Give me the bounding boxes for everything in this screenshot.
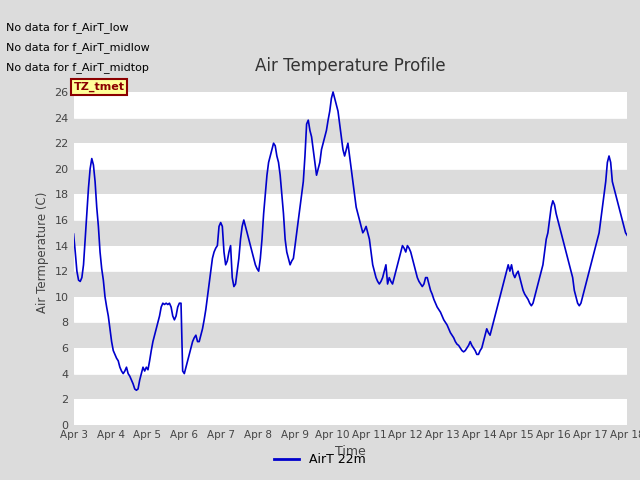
Text: No data for f_AirT_midtop: No data for f_AirT_midtop [6, 62, 149, 73]
Text: No data for f_AirT_midlow: No data for f_AirT_midlow [6, 42, 150, 53]
Text: TZ_tmet: TZ_tmet [74, 82, 125, 92]
Bar [74, 220, 627, 246]
Bar [74, 348, 627, 373]
Bar [74, 143, 627, 169]
Bar [74, 297, 627, 323]
Bar [74, 194, 627, 220]
Bar [74, 399, 627, 425]
Bar [74, 373, 627, 399]
Text: No data for f_AirT_low: No data for f_AirT_low [6, 22, 129, 33]
Bar [74, 118, 627, 143]
Legend: AirT 22m: AirT 22m [269, 448, 371, 471]
Y-axis label: Air Termperature (C): Air Termperature (C) [36, 192, 49, 312]
Bar [74, 323, 627, 348]
Bar [74, 169, 627, 194]
Bar [74, 92, 627, 118]
X-axis label: Time: Time [335, 445, 366, 458]
Bar [74, 246, 627, 271]
Bar [74, 271, 627, 297]
Title: Air Temperature Profile: Air Temperature Profile [255, 57, 445, 75]
